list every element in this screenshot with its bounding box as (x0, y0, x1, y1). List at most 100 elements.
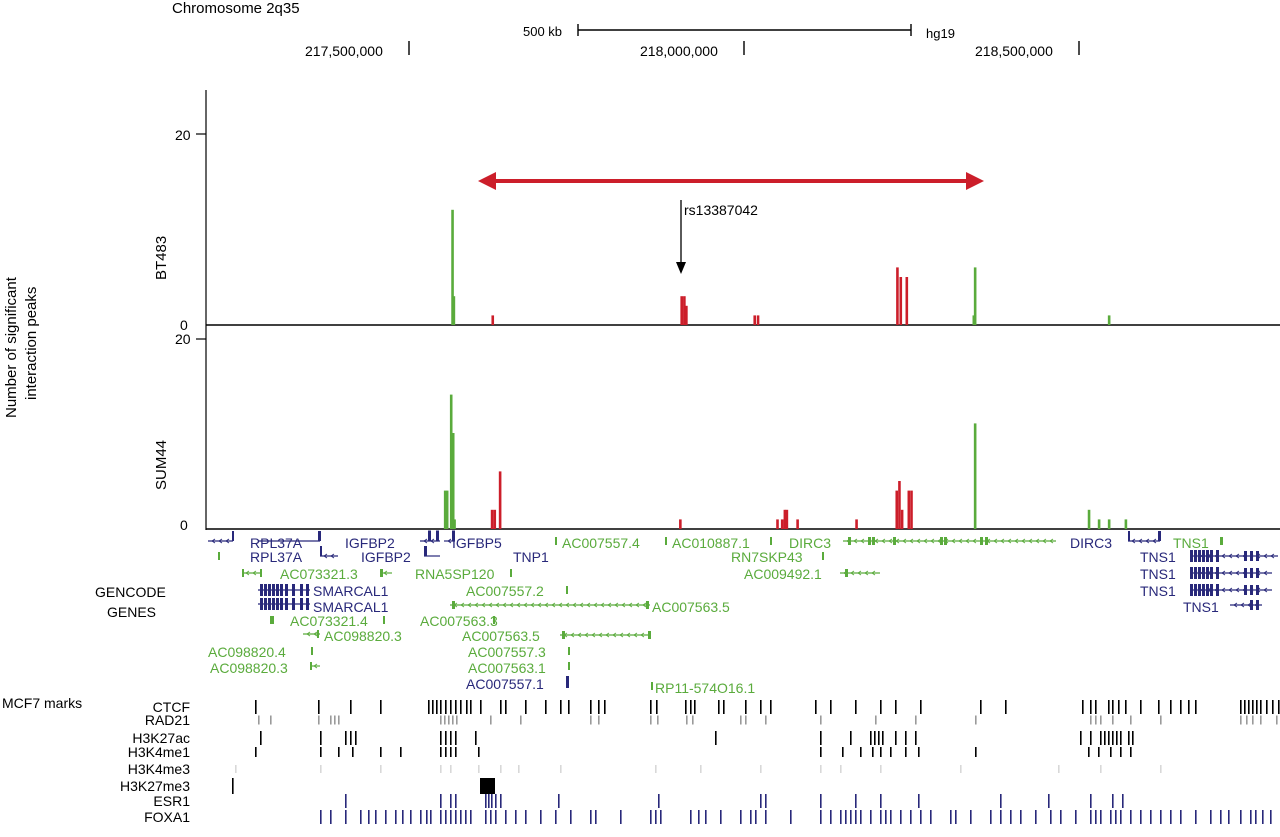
mark-tick-rad21-8 (448, 715, 450, 725)
gene-label-ac098820-3: AC098820.3 (324, 628, 402, 644)
sum44-green-peak-bar-3 (451, 433, 455, 529)
mark-tick-ctcf-10 (455, 700, 457, 714)
mark-tick-rad21-0 (258, 715, 260, 725)
mark-tick-h3k27ac-7 (450, 731, 452, 745)
panel-name-bt483: BT483 (153, 236, 170, 280)
mark-tick-foxa1-36 (698, 810, 700, 824)
bt483-green-peak-bar-1 (452, 296, 456, 325)
mark-tick-esr1-14 (855, 794, 857, 808)
mark-tick-ctcf-4 (428, 700, 430, 714)
mark-tick-foxa1-83 (1210, 810, 1212, 824)
mark-tick-h3k27ac-18 (905, 731, 907, 745)
scale-label: 500 kb (523, 24, 562, 39)
mark-tick-ctcf-50 (1158, 700, 1160, 714)
mark-tick-foxa1-80 (1170, 810, 1172, 824)
mark-tick-h3k4me1-14 (872, 747, 874, 757)
mark-tick-h3k4me3-11 (760, 765, 762, 773)
mark-tick-h3k27ac-19 (915, 731, 917, 745)
gene-label-ac073321-3: AC073321.3 (280, 566, 358, 582)
mark-tick-esr1-13 (820, 794, 822, 808)
mark-tick-ctcf-43 (1090, 700, 1092, 714)
gene-label-tns1: TNS1 (1140, 549, 1176, 565)
mark-tick-rad21-35 (1260, 715, 1262, 725)
mark-tick-ctcf-56 (1244, 700, 1246, 714)
mark-tick-esr1-8 (500, 794, 502, 808)
mark-tick-h3k27me3-5 (492, 778, 495, 794)
mark-tick-foxa1-20 (485, 810, 487, 824)
mark-tick-foxa1-9 (410, 810, 412, 824)
mark-tick-foxa1-86 (1240, 810, 1242, 824)
mark-tick-rad21-25 (975, 715, 977, 725)
sum44-green-peak-bar-4 (453, 519, 456, 529)
mark-tick-h3k27ac-11 (820, 731, 822, 745)
mark-tick-esr1-2 (450, 794, 452, 808)
sum44-red-peak-bar-9 (855, 519, 858, 529)
gene-label-ac007557-1: AC007557.1 (466, 676, 544, 692)
sum44-red-peak-bar-10 (895, 490, 899, 529)
gene-label-tns1: TNS1 (1140, 566, 1176, 582)
mark-tick-rad21-12 (520, 715, 522, 725)
mark-tick-ctcf-21 (590, 700, 592, 714)
mark-tick-foxa1-42 (765, 810, 767, 824)
mark-tick-foxa1-51 (870, 810, 872, 824)
mark-tick-ctcf-32 (760, 700, 762, 714)
mark-tick-h3k27me3-0 (232, 778, 234, 794)
mark-tick-h3k4me1-0 (255, 747, 257, 757)
mark-tick-rad21-30 (1130, 715, 1132, 725)
mark-tick-foxa1-64 (1010, 810, 1012, 824)
mark-tick-ctcf-42 (1082, 700, 1084, 714)
gene-label-rn7skp43: RN7SKP43 (731, 549, 803, 565)
bt483-red-peak-bar-6 (896, 267, 899, 325)
mark-tick-rad21-20 (745, 715, 747, 725)
mark-tick-foxa1-82 (1195, 810, 1197, 824)
tick-label-0-bt483: 0 (180, 317, 188, 333)
mark-tick-foxa1-70 (1090, 810, 1092, 824)
mark-tick-ctcf-62 (1272, 700, 1274, 714)
mark-tick-h3k27ac-6 (445, 731, 447, 745)
interaction-peak-bars (443, 209, 1128, 529)
mark-tick-h3k4me1-7 (445, 747, 447, 757)
mark-tick-foxa1-78 (1150, 810, 1152, 824)
mark-label-h3k27ac: H3K27ac (132, 730, 190, 746)
sum44-green-peak-bar-5 (973, 423, 977, 529)
scale-bar (577, 24, 912, 36)
sum44-red-peak-bar-6 (783, 509, 787, 529)
mark-tick-h3k4me1-17 (905, 747, 907, 757)
mark-tick-h3k4me1-10 (478, 747, 480, 757)
mark-tick-foxa1-30 (595, 810, 597, 824)
sum44-red-peak-bar-13 (907, 490, 911, 529)
snp-label: rs13387042 (684, 202, 758, 218)
mark-tick-foxa1-21 (490, 810, 492, 824)
gene-label-rp11-574o16-1: RP11-574O16.1 (655, 680, 755, 696)
mark-tick-h3k4me3-6 (500, 765, 502, 773)
mark-tick-foxa1-4 (368, 810, 370, 824)
mark-tick-rad21-7 (444, 715, 446, 725)
mark-tick-esr1-0 (345, 794, 347, 808)
mark-tick-ctcf-2 (350, 700, 352, 714)
mark-tick-ctcf-0 (255, 700, 257, 714)
sum44-red-peak-bar-5 (780, 519, 784, 529)
mark-tick-rad21-29 (1112, 715, 1114, 725)
sum44-green-peak-bar-7 (1097, 519, 1101, 529)
mark-tick-ctcf-31 (745, 700, 747, 714)
mark-tick-rad21-4 (334, 715, 336, 725)
gene-label-igfbp2: IGFBP2 (345, 535, 395, 551)
mark-tick-h3k27ac-8 (455, 731, 457, 745)
mark-tick-h3k4me3-1 (320, 765, 322, 773)
mark-tick-h3k4me1-8 (450, 747, 452, 757)
bt483-red-peak-bar-0 (491, 315, 495, 325)
panel-name-sum44: SUM44 (153, 440, 170, 490)
mark-tick-foxa1-60 (955, 810, 957, 824)
mark-tick-h3k4me1-5 (400, 747, 402, 757)
mark-tick-h3k4me3-8 (560, 765, 562, 773)
mark-tick-foxa1-0 (320, 810, 322, 824)
mark-tick-foxa1-72 (1100, 810, 1102, 824)
gene-label-tns1: TNS1 (1173, 535, 1209, 551)
mark-tick-ctcf-25 (656, 700, 658, 714)
mark-tick-esr1-3 (455, 794, 457, 808)
mark-tick-ctcf-33 (770, 700, 772, 714)
mark-tick-ctcf-61 (1266, 700, 1268, 714)
mark-tick-foxa1-77 (1140, 810, 1142, 824)
coord-label-1: 217,500,000 (305, 43, 383, 59)
mark-tick-ctcf-14 (480, 700, 482, 714)
